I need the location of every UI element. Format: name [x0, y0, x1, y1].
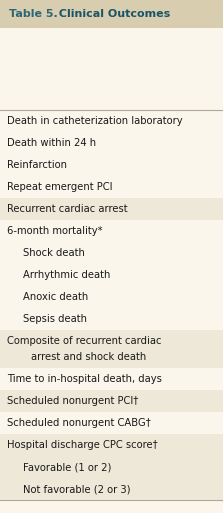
Bar: [0, 330, 223, 368]
Bar: [0, 390, 223, 412]
Text: arrest and shock death: arrest and shock death: [31, 352, 146, 362]
Bar: [0, 0, 223, 28]
Text: Anoxic death: Anoxic death: [23, 292, 88, 302]
Text: Reinfarction: Reinfarction: [7, 160, 67, 170]
Bar: [0, 198, 223, 220]
Bar: [0, 434, 223, 456]
Bar: [0, 28, 223, 110]
Text: Table 5.: Table 5.: [9, 9, 58, 19]
Text: Arrhythmic death: Arrhythmic death: [23, 270, 110, 280]
Text: Sepsis death: Sepsis death: [23, 314, 87, 324]
Text: Scheduled nonurgent CABG†: Scheduled nonurgent CABG†: [7, 418, 151, 428]
Text: Time to in-hospital death, days: Time to in-hospital death, days: [7, 374, 162, 384]
Text: Hospital discharge CPC score†: Hospital discharge CPC score†: [7, 440, 158, 450]
Text: Composite of recurrent cardiac: Composite of recurrent cardiac: [7, 336, 161, 346]
Text: Shock death: Shock death: [23, 248, 85, 258]
Bar: [0, 478, 223, 500]
Bar: [0, 456, 223, 478]
Text: 6-month mortality*: 6-month mortality*: [7, 226, 103, 236]
Text: Repeat emergent PCI: Repeat emergent PCI: [7, 182, 112, 192]
Text: Death in catheterization laboratory: Death in catheterization laboratory: [7, 116, 183, 126]
Text: Scheduled nonurgent PCI†: Scheduled nonurgent PCI†: [7, 396, 138, 406]
Text: Recurrent cardiac arrest: Recurrent cardiac arrest: [7, 204, 128, 214]
Text: Favorable (1 or 2): Favorable (1 or 2): [23, 462, 111, 472]
Text: Clinical Outcomes: Clinical Outcomes: [55, 9, 170, 19]
Text: Death within 24 h: Death within 24 h: [7, 138, 96, 148]
Text: Not favorable (2 or 3): Not favorable (2 or 3): [23, 484, 130, 494]
